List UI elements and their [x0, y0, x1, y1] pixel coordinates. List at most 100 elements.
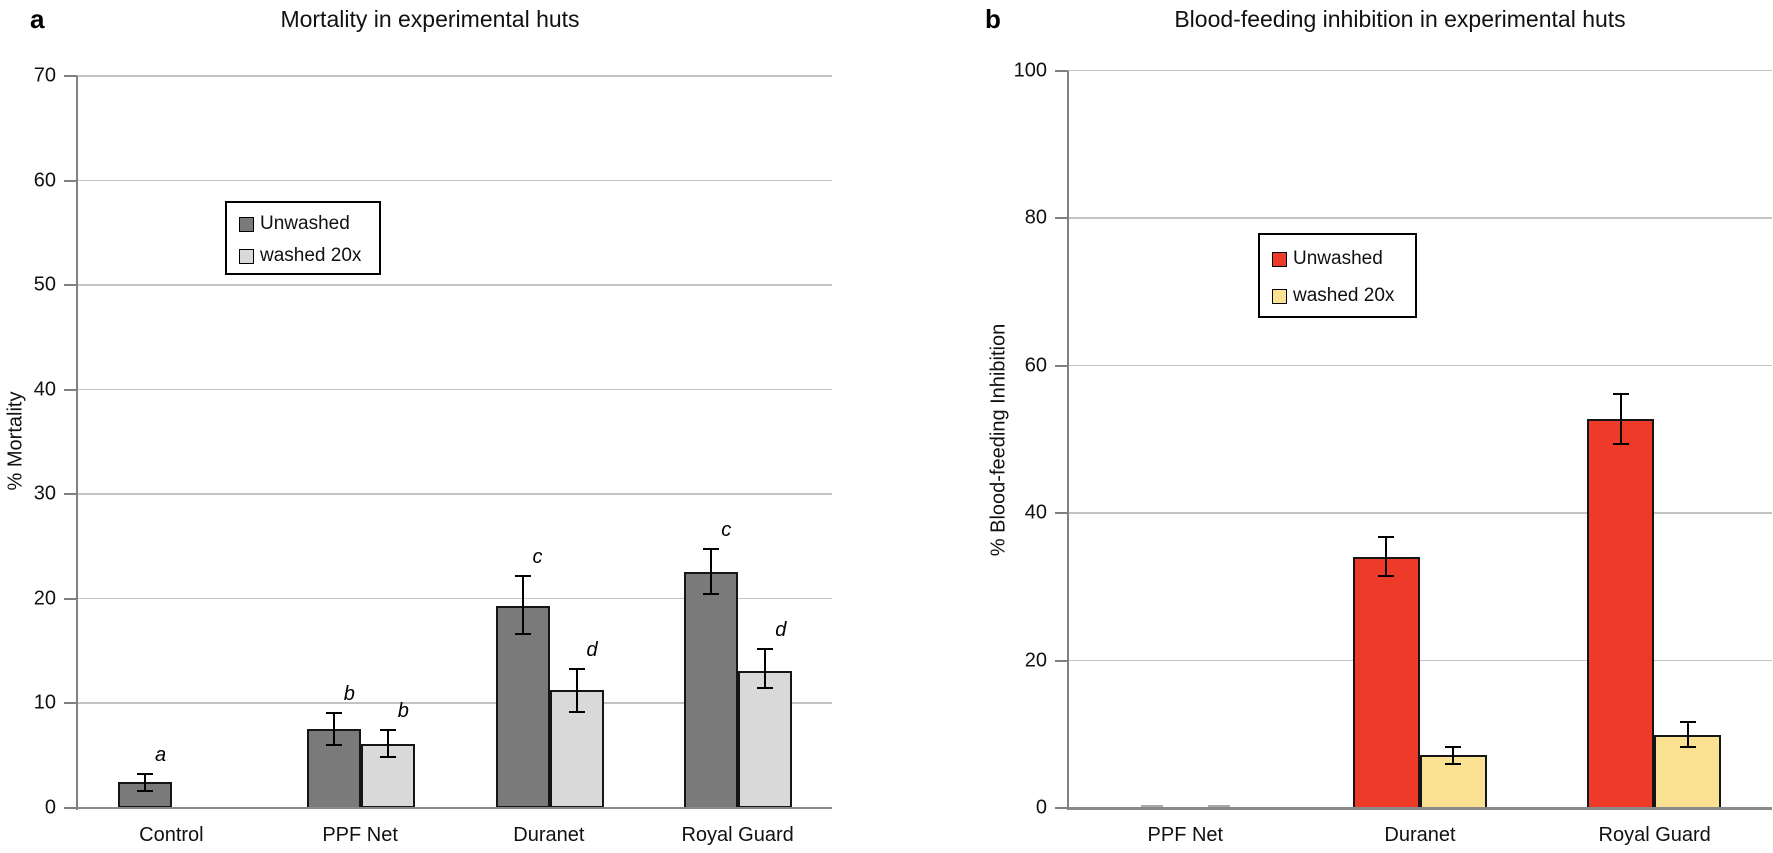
y-tick-40: [1055, 512, 1068, 514]
x-category-label-0: Control: [139, 824, 204, 846]
bar-Unwashed-Royal Guard: [684, 572, 739, 809]
bar-nub-Unwashed-0: [1140, 805, 1163, 807]
gridline-y40: [1068, 512, 1772, 514]
error-bar-cap-top: [703, 548, 720, 551]
panel-a-y-axis-label: % Mortality: [4, 391, 27, 491]
error-bar-cap-top: [1679, 720, 1696, 723]
panel-b-label: b: [985, 4, 1001, 34]
bar-washed 20x-Royal Guard: [738, 670, 793, 809]
y-axis-line: [76, 76, 78, 810]
x-category-label-0: PPF Net: [1147, 824, 1224, 846]
error-bar-cap-bottom: [325, 743, 342, 746]
gridline-y50: [77, 284, 832, 286]
error-bar-cap-top: [568, 667, 585, 670]
y-tick-30: [64, 493, 77, 495]
x-category-label-1: Duranet: [1384, 824, 1456, 846]
y-tick-label-0: 0: [44, 796, 56, 818]
significance-letter: c: [532, 545, 543, 568]
gridline-y20: [77, 597, 832, 600]
significance-letter: d: [586, 638, 598, 661]
error-bar-cap-bottom: [757, 687, 774, 690]
significance-letter: b: [343, 683, 355, 706]
gridline-y40: [77, 388, 832, 391]
y-tick-100: [1055, 69, 1068, 72]
x-category-label-2: Royal Guard: [1598, 824, 1711, 846]
bar-Unwashed-Royal Guard: [1587, 418, 1655, 809]
panel-a-title: Mortality in experimental huts: [280, 6, 580, 32]
gridline-y60: [77, 179, 832, 182]
y-tick-10: [64, 702, 77, 704]
error-bar: [1452, 746, 1455, 764]
significance-letter: b: [397, 700, 409, 723]
gridline-y80: [1068, 217, 1772, 219]
error-bar-cap-bottom: [1445, 762, 1462, 765]
legend-item-unwashed: Unwashed: [1272, 248, 1415, 270]
y-tick-label-60: 60: [33, 169, 56, 191]
error-bar-cap-bottom: [1378, 575, 1395, 578]
y-tick-label-30: 30: [33, 482, 56, 505]
panel-a-label: a: [30, 4, 45, 34]
panel-b-legend: Unwashed washed 20x: [1258, 233, 1417, 318]
y-tick-label-0: 0: [1035, 796, 1047, 819]
error-bar: [1686, 721, 1689, 747]
y-tick-70: [64, 75, 77, 77]
significance-letter: d: [775, 618, 787, 641]
error-bar: [332, 713, 335, 745]
y-tick-40: [64, 388, 77, 391]
washed-swatch-icon: [239, 248, 254, 264]
unwashed-swatch-icon: [239, 216, 254, 232]
x-category-label-1: PPF Net: [322, 824, 398, 846]
error-bar-cap-top: [379, 729, 396, 732]
error-bar-cap-bottom: [137, 789, 153, 792]
legend-item-washed: washed 20x: [1272, 285, 1415, 307]
unwashed-swatch-icon: [1272, 251, 1287, 267]
legend-item-unwashed: Unwashed: [239, 213, 379, 235]
gridline-y60: [1068, 364, 1772, 367]
y-tick-label-20: 20: [1024, 649, 1047, 671]
error-bar-cap-bottom: [379, 756, 396, 759]
error-bar: [764, 648, 767, 689]
x-category-label-3: Royal Guard: [681, 824, 794, 846]
y-tick-80: [1055, 217, 1068, 219]
y-tick-label-40: 40: [33, 378, 56, 400]
y-tick-0: [1055, 807, 1068, 809]
bar-Unwashed-Duranet: [495, 605, 550, 809]
legend-item-washed: washed 20x: [239, 245, 379, 267]
y-tick-label-80: 80: [1024, 206, 1047, 229]
error-bar-cap-bottom: [1612, 442, 1629, 445]
panel-b-title: Blood-feeding inhibition in experimental…: [1174, 6, 1626, 32]
error-bar-cap-bottom: [703, 593, 720, 596]
legend-label: Unwashed: [260, 213, 350, 234]
panel-a-legend: Unwashed washed 20x: [225, 201, 381, 275]
y-tick-label-100: 100: [1013, 59, 1047, 81]
error-bar-cap-bottom: [568, 711, 585, 714]
gridline-y20: [1068, 659, 1772, 662]
washed-swatch-icon: [1272, 288, 1287, 304]
bar-nub-washed 20x-0: [1207, 805, 1230, 807]
error-bar: [1619, 393, 1622, 444]
error-bar: [521, 575, 524, 635]
y-tick-label-60: 60: [1024, 354, 1047, 376]
significance-letter: c: [721, 519, 732, 542]
y-tick-label-20: 20: [33, 587, 56, 609]
y-tick-label-70: 70: [33, 64, 56, 87]
gridline-y100: [1068, 69, 1772, 72]
error-bar: [386, 730, 389, 758]
error-bar-cap-top: [514, 574, 531, 577]
gridline-y30: [77, 493, 832, 495]
error-bar: [710, 549, 713, 595]
y-axis-line: [1067, 70, 1069, 810]
y-tick-20: [64, 597, 77, 600]
error-bar: [575, 668, 578, 713]
legend-label: washed 20x: [260, 245, 362, 266]
error-bar-cap-bottom: [514, 633, 531, 636]
bar-Unwashed-Duranet: [1352, 557, 1420, 809]
y-tick-label-50: 50: [33, 273, 56, 296]
error-bar-cap-top: [325, 712, 342, 715]
x-category-label-2: Duranet: [513, 824, 585, 846]
y-tick-50: [64, 284, 77, 286]
y-tick-60: [1055, 364, 1068, 367]
legend-label: Unwashed: [1293, 248, 1383, 269]
legend-label: washed 20x: [1293, 285, 1395, 306]
